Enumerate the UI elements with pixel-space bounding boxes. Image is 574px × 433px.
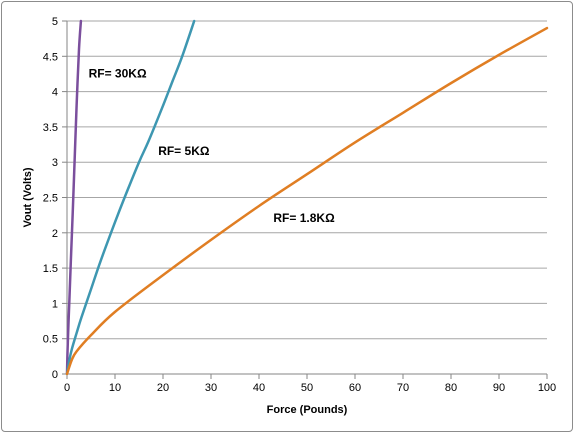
series-annotations: RF= 30KΩ RF= 5KΩ RF= 1.8KΩ xyxy=(89,66,335,225)
x-tick-label: 50 xyxy=(301,382,313,394)
series-lines xyxy=(65,19,549,376)
x-tick-label: 10 xyxy=(109,382,121,394)
series-line-0 xyxy=(65,19,83,376)
x-tick-label: 60 xyxy=(349,382,361,394)
y-tick-label: 1 xyxy=(52,298,58,310)
y-tick-label: 1.5 xyxy=(43,263,58,275)
series-line-2 xyxy=(65,26,549,376)
y-tick-labels: 0 0.5 1 1.5 2 2.5 3 3.5 4 4.5 5 xyxy=(43,16,58,381)
y-tick-label: 3.5 xyxy=(43,122,58,134)
x-tick-label: 100 xyxy=(538,382,556,394)
x-axis-title: Force (Pounds) xyxy=(267,404,348,416)
y-axis-title: Vout (Volts) xyxy=(22,167,34,227)
y-tick-label: 2 xyxy=(52,228,58,240)
series-annotation: RF= 5KΩ xyxy=(158,144,210,158)
y-tick-label: 4.5 xyxy=(43,51,58,63)
x-tick-label: 40 xyxy=(253,382,265,394)
series-line-1 xyxy=(65,19,196,376)
y-tick-label: 2.5 xyxy=(43,193,58,205)
y-tick-label: 0.5 xyxy=(43,334,58,346)
x-tick-label: 0 xyxy=(64,382,70,394)
y-tick-label: 5 xyxy=(52,16,58,28)
y-tick-label: 4 xyxy=(52,87,58,99)
x-tick-label: 20 xyxy=(157,382,169,394)
x-tick-label: 80 xyxy=(445,382,457,394)
x-tick-label: 30 xyxy=(205,382,217,394)
series-annotation: RF= 30KΩ xyxy=(89,66,147,80)
y-tick-label: 3 xyxy=(52,157,58,169)
axes xyxy=(62,20,548,379)
x-tick-label: 70 xyxy=(397,382,409,394)
gridlines xyxy=(67,20,547,340)
x-tick-labels: 0 10 20 30 40 50 60 70 80 90 100 xyxy=(64,382,556,394)
y-tick-label: 0 xyxy=(52,369,58,381)
x-tick-label: 90 xyxy=(493,382,505,394)
series-annotation: RF= 1.8KΩ xyxy=(273,211,335,225)
